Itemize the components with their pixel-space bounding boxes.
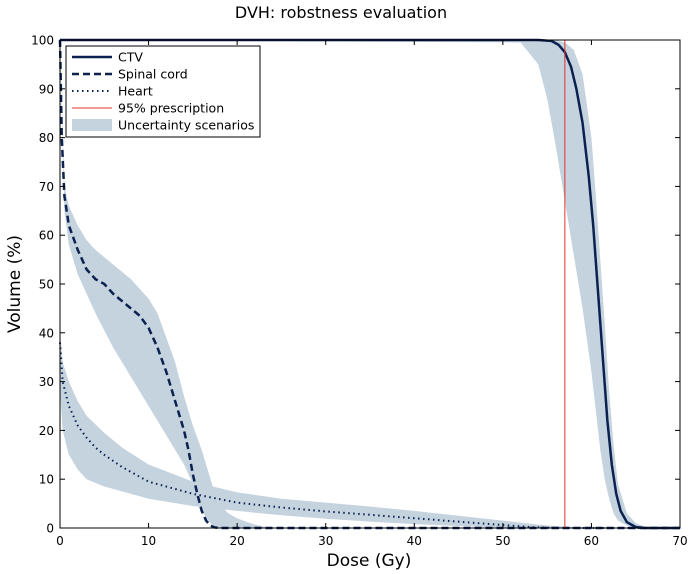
x-tick-label: 0: [56, 534, 64, 548]
y-tick-label: 10: [39, 473, 54, 487]
x-tick-label: 30: [318, 534, 333, 548]
y-axis-title: Volume (%): [5, 235, 25, 333]
y-tick-label: 40: [39, 326, 54, 340]
legend-label-uncertainty: Uncertainty scenarios: [118, 118, 254, 133]
legend-label-prescription: 95% prescription: [118, 101, 224, 116]
x-tick-label: 70: [672, 534, 687, 548]
legend: CTV Spinal cord Heart 95% prescription U…: [65, 45, 261, 138]
y-tick-label: 50: [39, 278, 54, 292]
x-tick-label: 50: [495, 534, 510, 548]
axis-ticks: 0 10 20 30 40 50 60 70 0 10 20 30 40 50 60 70 80 90 100: [31, 34, 688, 549]
y-tick-label: 60: [39, 229, 54, 243]
x-axis-title: Dose (Gy): [327, 551, 412, 571]
x-tick-label: 10: [141, 534, 156, 548]
x-tick-label: 40: [407, 534, 422, 548]
y-tick-label: 100: [31, 34, 54, 48]
y-tick-label: 90: [39, 82, 54, 96]
series-line-spinal-cord: [58, 39, 680, 530]
y-tick-label: 80: [39, 131, 54, 145]
series-line-heart: [59, 342, 680, 529]
y-tick-label: 70: [39, 180, 54, 194]
legend-label-spinal-cord: Spinal cord: [118, 67, 188, 82]
x-tick-label: 20: [230, 534, 245, 548]
series-line-ctv: [60, 38, 680, 530]
legend-label-heart: Heart: [118, 84, 153, 99]
legend-swatch-uncertainty: [72, 119, 112, 131]
chart-title: DVH: robstness evaluation: [235, 3, 447, 22]
legend-label-ctv: CTV: [118, 50, 143, 65]
y-tick-label: 30: [39, 375, 54, 389]
y-tick-label: 0: [46, 522, 54, 536]
y-tick-label: 20: [39, 424, 54, 438]
x-tick-label: 60: [584, 534, 599, 548]
series-lines: [58, 38, 680, 530]
